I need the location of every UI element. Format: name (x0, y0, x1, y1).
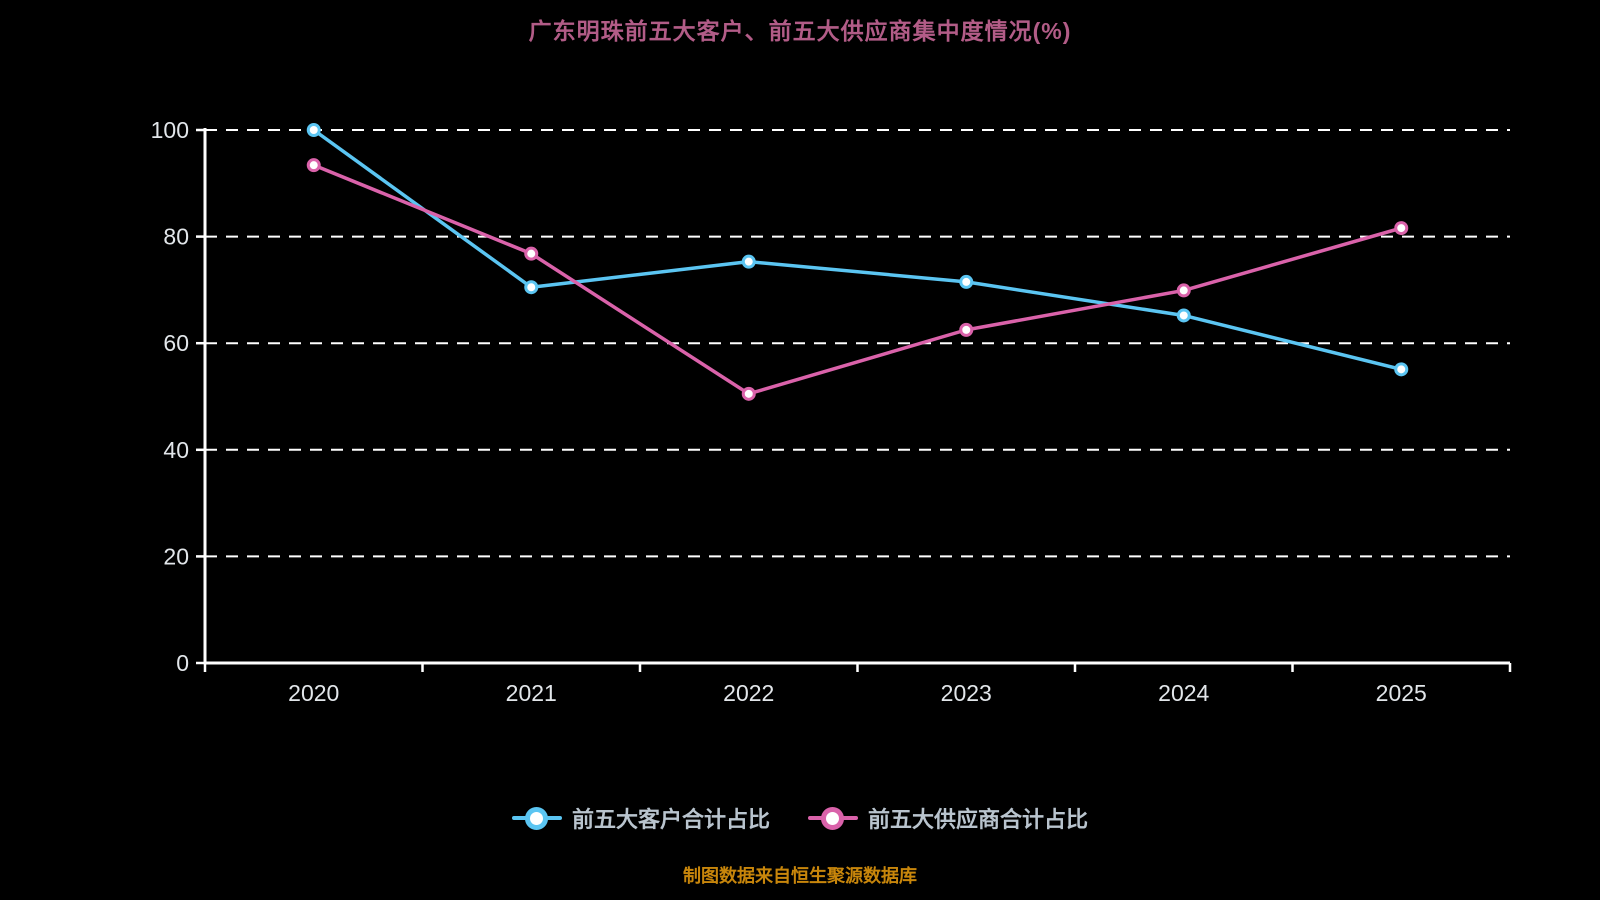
legend-label-customers: 前五大客户合计占比 (571, 807, 770, 832)
data-point-marker (959, 322, 974, 337)
x-tick-label: 2023 (941, 680, 992, 706)
legend-circle-suppliers-icon (821, 807, 844, 830)
chart-title: 广东明珠前五大客户、前五大供应商集中度情况(%) (528, 18, 1072, 44)
data-point-marker (1394, 362, 1409, 377)
y-tick-label: 100 (151, 117, 189, 143)
data-point-marker (524, 246, 539, 261)
x-tick-label: 2024 (1158, 680, 1209, 706)
data-point-marker (306, 158, 321, 173)
y-tick-label: 80 (163, 224, 189, 250)
source-note: 制图数据来自恒生聚源数据库 (683, 866, 917, 886)
data-point-marker (1176, 283, 1191, 298)
legend: 前五大客户合计占比 前五大供应商合计占比 (0, 802, 1600, 834)
y-tick-label: 20 (163, 543, 189, 569)
x-tick-label: 2022 (723, 680, 774, 706)
legend-label-suppliers: 前五大供应商合计占比 (868, 807, 1089, 832)
data-point-marker (959, 274, 974, 289)
x-tick-label: 2021 (506, 680, 557, 706)
data-point-marker (306, 123, 321, 137)
x-tick-label: 2025 (1376, 680, 1427, 706)
y-tick-label: 60 (163, 330, 189, 356)
y-tick-label: 40 (163, 437, 189, 463)
data-point-marker (741, 254, 756, 269)
series-line-0 (312, 128, 1403, 372)
data-point-marker (1394, 221, 1409, 236)
data-point-marker (524, 280, 539, 295)
y-tick-label: 0 (176, 650, 189, 676)
line-chart: 0 20 40 60 80 100 2020 2021 2022 2023 2024 2025 (151, 117, 1512, 706)
legend-item-suppliers[interactable]: 前五大供应商合计占比 (808, 802, 1088, 834)
series-line-1 (312, 163, 1403, 396)
legend-marker-suppliers-icon (808, 805, 858, 831)
data-point-marker (741, 386, 756, 401)
data-point-marker (1176, 308, 1191, 323)
legend-marker-customers-icon (511, 805, 562, 831)
x-tick-label: 2020 (288, 680, 339, 706)
legend-circle-customers-icon (524, 807, 548, 830)
legend-item-customers[interactable]: 前五大客户合计占比 (511, 802, 770, 834)
